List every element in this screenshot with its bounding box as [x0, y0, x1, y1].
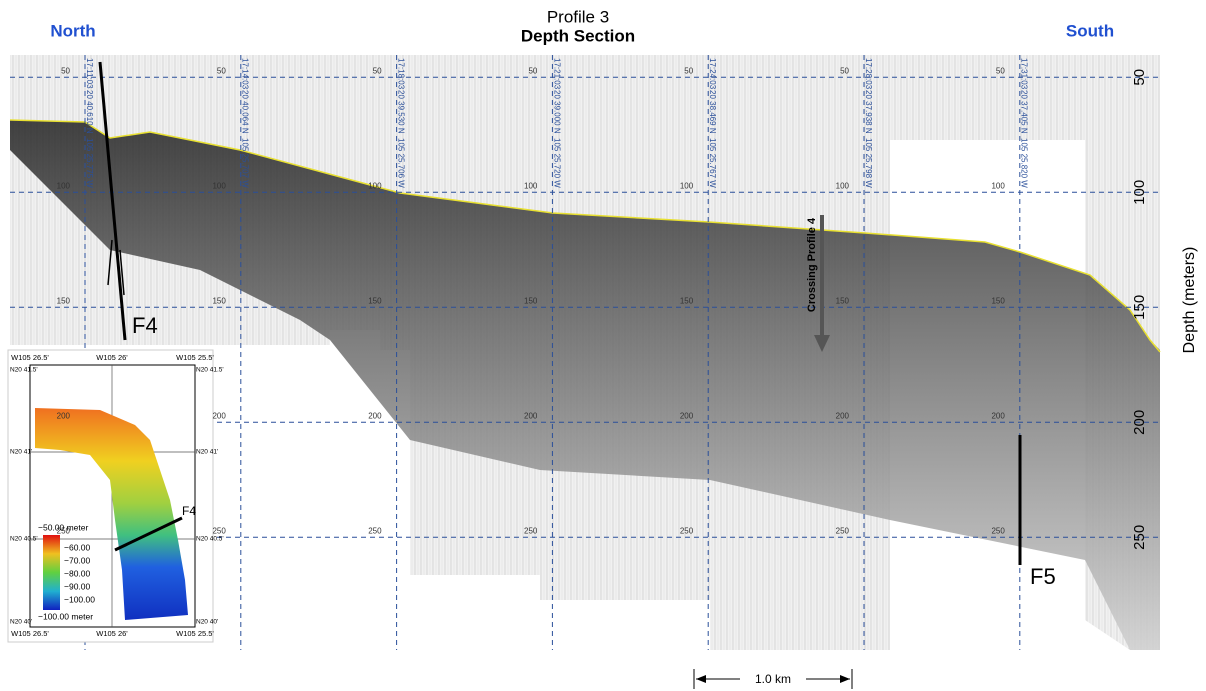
- depth-label: 250: [212, 526, 226, 535]
- legend-label: −60.00: [64, 542, 91, 552]
- depth-label: 100: [212, 181, 226, 190]
- depth-label: 150: [368, 296, 382, 305]
- fix-lon: 105 25.706 W: [396, 138, 405, 188]
- fix-lon: 105 25.767 W: [708, 138, 717, 188]
- fix-time: 17:21:03: [552, 58, 561, 90]
- depth-label: 200: [368, 411, 382, 420]
- depth-label: 150: [680, 296, 694, 305]
- depth-label: 50: [840, 66, 849, 75]
- depth-label: 100: [368, 181, 382, 190]
- depth-label: 200: [680, 411, 694, 420]
- y-tick-label: 100: [1131, 180, 1148, 205]
- south-label: South: [1066, 21, 1114, 40]
- depth-label: 100: [680, 181, 694, 190]
- fault-label: F4: [132, 313, 158, 338]
- fix-time: 17:18:03: [396, 58, 405, 90]
- fix-lon: 105 25.798 W: [864, 138, 873, 188]
- inset-bottom-label: W105 26.5': [11, 629, 49, 638]
- axis-label: Depth (meters): [1181, 247, 1198, 354]
- inset-left-label: N20 40.5': [10, 536, 38, 543]
- inset-map: [8, 350, 213, 642]
- depth-label: 150: [212, 296, 226, 305]
- fault-label: F5: [1030, 564, 1056, 589]
- depth-label: 50: [684, 66, 693, 75]
- fix-lon: 105 25.775 W: [85, 138, 94, 188]
- depth-label: 250: [680, 526, 694, 535]
- depth-label: 250: [991, 526, 1005, 535]
- fix-time: 17:11:03: [85, 58, 94, 89]
- inset-top-label: W105 26.5': [11, 353, 49, 362]
- inset-bottom-label: W105 25.5': [176, 629, 214, 638]
- fix-lat: 20 37.405 N: [1020, 90, 1029, 134]
- y-tick-label: 250: [1131, 525, 1148, 550]
- depth-label: 200: [57, 411, 71, 420]
- north-label: North: [50, 21, 95, 40]
- fix-lat: 20 39.000 N: [552, 90, 561, 134]
- inset-left-label: N20 41.5': [10, 367, 38, 374]
- depth-label: 50: [996, 66, 1005, 75]
- inset-fault-label: F4: [182, 504, 196, 518]
- inset-top-label: W105 26': [96, 353, 128, 362]
- depth-label: 150: [836, 296, 850, 305]
- depth-label: 50: [373, 66, 382, 75]
- title: Profile 3: [547, 7, 609, 26]
- fix-lat: 20 40.610 N: [85, 90, 94, 134]
- inset-bottom-label: W105 26': [96, 629, 128, 638]
- depth-label: 50: [528, 66, 537, 75]
- legend-label: −100.00 meter: [38, 611, 93, 621]
- fix-lon: 105 25.820 W: [1020, 138, 1029, 188]
- depth-label: 200: [212, 411, 226, 420]
- depth-label: 150: [991, 296, 1005, 305]
- y-tick-label: 150: [1131, 295, 1148, 320]
- depth-label: 50: [61, 66, 70, 75]
- legend-label: −80.00: [64, 568, 91, 578]
- fix-lat: 20 38.469 N: [708, 90, 717, 134]
- depth-label: 250: [368, 526, 382, 535]
- fix-lat: 20 37.938 N: [864, 90, 873, 134]
- y-tick-label: 50: [1131, 69, 1148, 86]
- fix-lon: 105 25.707 W: [241, 138, 250, 188]
- fix-time: 17:28:03: [864, 58, 873, 90]
- legend-label: −50.00 meter: [38, 522, 88, 532]
- fix-time: 17:24:03: [708, 58, 717, 90]
- fix-time: 17:31:03: [1020, 58, 1029, 90]
- depth-label: 250: [524, 526, 538, 535]
- fix-lat: 20 39.530 N: [396, 90, 405, 134]
- depth-label: 200: [991, 411, 1005, 420]
- fix-lat: 20 40.064 N: [241, 90, 250, 134]
- inset-right-label: N20 41.5': [196, 367, 224, 374]
- y-tick-label: 200: [1131, 410, 1148, 435]
- subtitle: Depth Section: [521, 26, 635, 45]
- depth-label: 100: [836, 181, 850, 190]
- depth-label: 50: [217, 66, 226, 75]
- depth-label: 150: [524, 296, 538, 305]
- figure: North South Profile 3 Depth Section Dept…: [0, 0, 1206, 691]
- inset-left-label: N20 41': [10, 449, 32, 456]
- fix-lon: 105 25.720 W: [552, 138, 561, 188]
- crossing-label: Crossing Profile 4: [806, 217, 818, 312]
- fix-time: 17:14:03: [241, 58, 250, 90]
- depth-label: 200: [524, 411, 538, 420]
- scale-label: 1.0 km: [755, 672, 791, 686]
- inset-left-label: N20 40': [10, 619, 32, 626]
- depth-label: 100: [57, 181, 71, 190]
- depth-label: 150: [57, 296, 71, 305]
- inset-right-label: N20 40': [196, 619, 218, 626]
- legend-label: −90.00: [64, 581, 91, 591]
- legend-label: −100.00: [64, 594, 95, 604]
- inset-top-label: W105 25.5': [176, 353, 214, 362]
- depth-label: 200: [836, 411, 850, 420]
- depth-label: 250: [836, 526, 850, 535]
- depth-label: 100: [991, 181, 1005, 190]
- legend-label: −70.00: [64, 555, 91, 565]
- depth-label: 100: [524, 181, 538, 190]
- inset-right-label: N20 41': [196, 449, 218, 456]
- inset-right-label: N20 40.5': [196, 536, 224, 543]
